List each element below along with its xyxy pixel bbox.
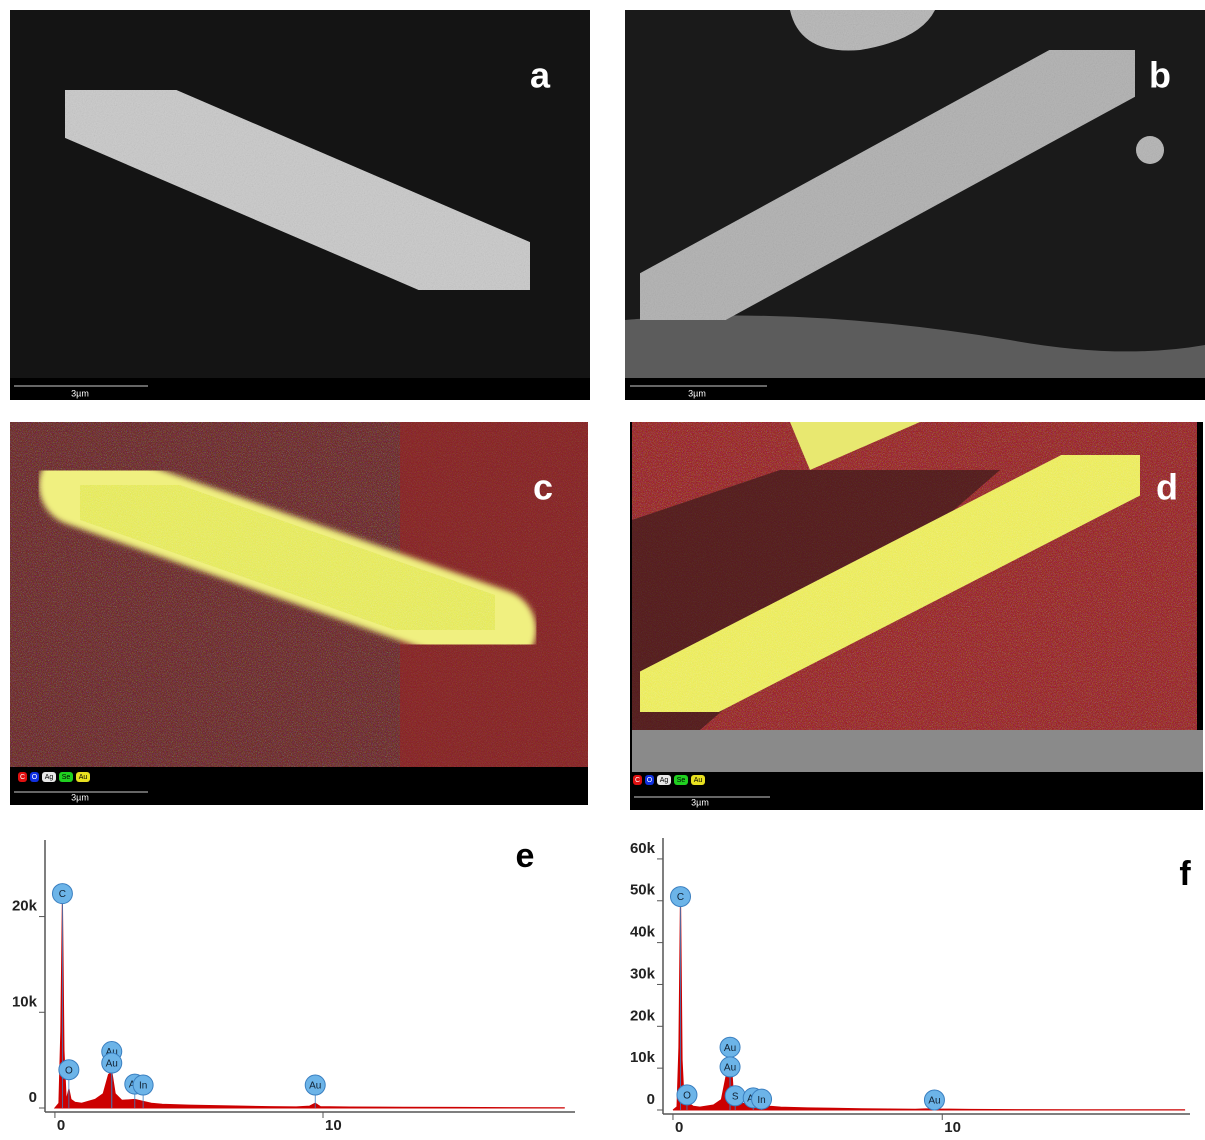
figure: a3µmb3µmc3µmCOAgSeAud3µmCOAgSeAue010k20k… <box>0 0 1205 1140</box>
y-tick-label: 10k <box>630 1049 656 1066</box>
legend-label: Se <box>62 774 71 781</box>
peak-label: O <box>65 1065 73 1076</box>
legend-label: Au <box>694 777 703 784</box>
x-tick-label: 0 <box>57 1117 65 1134</box>
y-tick-label: 50k <box>630 882 656 899</box>
image-d <box>630 422 1203 810</box>
legend-label: Au <box>79 774 88 781</box>
peak-label: Au <box>106 1059 118 1070</box>
peak-label: O <box>683 1091 691 1102</box>
peak-label: Au <box>724 1043 736 1054</box>
peak-label: In <box>139 1081 147 1092</box>
y-tick-label: 10k <box>12 993 38 1010</box>
x-tick-label: 10 <box>944 1119 961 1136</box>
legend-label: Ag <box>660 777 669 784</box>
y-tick-label: 0 <box>29 1089 37 1106</box>
peak-label: In <box>757 1095 765 1106</box>
peak-label: Au <box>309 1081 321 1092</box>
peak-label: S <box>732 1091 739 1102</box>
legend-label: Ag <box>45 774 54 781</box>
peak-label: Au <box>724 1063 736 1074</box>
scale-bar-label: 3µm <box>688 388 706 398</box>
peak-label: Au <box>928 1096 940 1107</box>
y-tick-label: 0 <box>647 1091 655 1108</box>
spectrum-area <box>673 892 1185 1110</box>
panel-label: c <box>533 467 553 508</box>
image-a <box>10 10 590 400</box>
legend-label: O <box>647 777 653 784</box>
image-c <box>10 422 588 805</box>
scale-bar-label: 3µm <box>691 797 709 807</box>
panel-label: e <box>516 837 535 875</box>
y-tick-label: 20k <box>12 898 38 915</box>
legend-label: Se <box>677 777 686 784</box>
panel-label: b <box>1149 55 1171 96</box>
x-tick-label: 10 <box>325 1117 342 1134</box>
scale-bar-label: 3µm <box>71 388 89 398</box>
legend-label: C <box>635 777 640 784</box>
peak-label: C <box>677 892 684 903</box>
y-tick-label: 30k <box>630 965 656 982</box>
panel-label: d <box>1156 467 1178 508</box>
x-tick-label: 0 <box>675 1119 683 1136</box>
scale-bar-label: 3µm <box>71 792 89 802</box>
y-tick-label: 60k <box>630 840 656 857</box>
y-tick-label: 40k <box>630 924 656 941</box>
peak-label: C <box>59 889 66 900</box>
panel-label: f <box>1179 855 1191 893</box>
image-b <box>625 10 1205 400</box>
y-tick-label: 20k <box>630 1007 656 1024</box>
panel-label: a <box>530 55 551 96</box>
legend-label: C <box>20 774 25 781</box>
legend-label: O <box>32 774 38 781</box>
